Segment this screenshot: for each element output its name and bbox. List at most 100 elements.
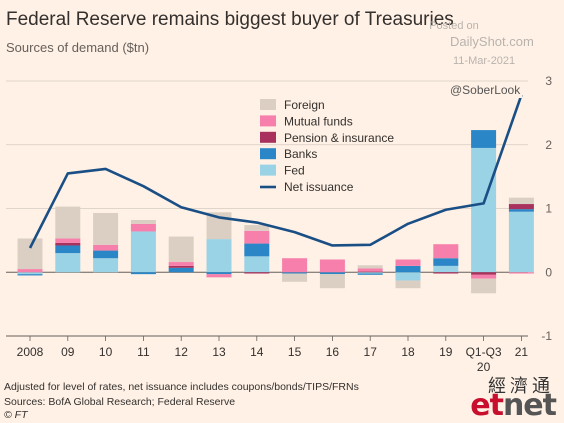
bar-segment-mutual_funds <box>130 223 156 232</box>
bar-segment-foreign <box>130 219 156 224</box>
y-tick-label: 0 <box>545 265 552 279</box>
y-tick-label: 3 <box>545 74 552 88</box>
bar-segment-pension_insurance <box>508 204 534 210</box>
bar-segment-mutual_funds <box>93 244 119 251</box>
chart-title: Federal Reserve remains biggest buyer of… <box>6 9 454 30</box>
x-tick-label: 09 <box>61 345 75 359</box>
x-tick-label: 10 <box>99 345 113 359</box>
bar-segment-fed <box>17 272 43 275</box>
x-tick-label: 16 <box>326 345 340 359</box>
x-tick-label: 15 <box>288 345 302 359</box>
line-layer <box>28 94 523 249</box>
bar-segment-banks <box>508 209 534 212</box>
x-tick-label: 14 <box>250 345 264 359</box>
bar-segment-mutual_funds <box>319 259 345 273</box>
x-tick-label: 17 <box>364 345 378 359</box>
bar-segment-mutual_funds <box>244 230 270 244</box>
x-tick-label: Q1-Q3 <box>466 345 502 359</box>
bar-segment-mutual_funds <box>357 268 383 272</box>
x-tick-label: 21 <box>515 345 529 359</box>
copyright: © FT <box>4 409 28 421</box>
bar-segment-pension_insurance <box>55 242 81 246</box>
bar-segment-foreign <box>282 273 308 282</box>
bar-segment-foreign <box>168 236 194 263</box>
legend-label-foreign: Foreign <box>284 98 325 112</box>
x-tick-label: 19 <box>439 345 453 359</box>
bar-segment-foreign <box>508 197 534 205</box>
legend-label-pension_insurance: Pension & insurance <box>284 131 394 145</box>
y-tick-label: 1 <box>545 202 552 216</box>
bar-segment-foreign <box>93 212 119 245</box>
bar-segment-banks <box>319 272 345 275</box>
legend-swatch-fed <box>260 164 276 176</box>
x-tick-label: 11 <box>137 345 150 359</box>
x-tick-label: 18 <box>401 345 415 359</box>
bar-segment-pension_insurance <box>433 272 459 274</box>
watermark-site: DailyShot.com <box>450 34 534 49</box>
bar-segment-banks <box>357 273 383 275</box>
bar-layer <box>17 130 534 294</box>
legend-swatch-mutual_funds <box>260 115 276 127</box>
watermark-date: 11-Mar-2021 <box>453 55 516 67</box>
bar-segment-fed <box>55 253 81 273</box>
x-tick-sublabel: 20 <box>477 360 491 374</box>
legend-label-fed: Fed <box>284 164 305 178</box>
bar-segment-foreign <box>55 206 81 239</box>
bar-segment-foreign <box>395 280 421 289</box>
bar-segment-mutual_funds <box>395 259 421 266</box>
bar-segment-banks <box>168 267 194 273</box>
x-tick-label: 13 <box>212 345 226 359</box>
bar-segment-banks <box>471 130 497 148</box>
footnote: Adjusted for level of rates, net issuanc… <box>4 381 359 393</box>
net-issuance-line <box>28 94 523 249</box>
legend-label-mutual_funds: Mutual funds <box>284 114 353 128</box>
logo-wordmark: etnet <box>470 388 557 423</box>
bar-segment-foreign <box>471 278 497 294</box>
y-tick-label: -1 <box>541 329 552 343</box>
bar-segment-banks <box>93 250 119 259</box>
legend-label-net_issuance: Net issuance <box>284 180 354 194</box>
bar-segment-pension_insurance <box>471 272 497 275</box>
bar-segment-banks <box>206 272 232 275</box>
bar-segment-banks <box>395 265 421 273</box>
logo-net: net <box>502 388 557 423</box>
watermark-handle: @SoberLook <box>448 82 523 98</box>
bar-segment-mutual_funds <box>508 272 534 274</box>
bar-segment-fed <box>471 147 497 273</box>
y-tick-label: 2 <box>545 138 552 152</box>
bar-segment-foreign <box>17 238 43 270</box>
bar-segment-pension_insurance <box>168 265 194 268</box>
logo-chinese-text: 經濟通 <box>488 376 554 397</box>
legend-swatch-foreign <box>260 99 276 110</box>
legend-label-banks: Banks <box>284 147 317 161</box>
bar-segment-mutual_funds <box>55 238 81 243</box>
bar-segment-mutual_funds <box>471 274 497 279</box>
bar-segment-fed <box>206 239 232 273</box>
bar-segment-banks <box>244 243 270 257</box>
sources-note: Sources: BofA Global Research; Federal R… <box>4 396 236 408</box>
logo-et: et <box>470 388 504 423</box>
x-tick-label: 12 <box>175 345 189 359</box>
bar-segment-fed <box>508 211 534 273</box>
bar-segment-mutual_funds <box>206 274 232 278</box>
bar-segment-pension_insurance <box>357 271 383 273</box>
bar-segment-foreign <box>319 274 345 289</box>
bar-segment-banks <box>130 272 156 275</box>
legend-swatch-pension_insurance <box>260 131 276 143</box>
bar-segment-mutual_funds <box>168 262 194 266</box>
bar-segment-banks <box>55 245 81 254</box>
bar-segment-mutual_funds <box>17 269 43 273</box>
bar-segment-fed <box>130 231 156 273</box>
bar-segment-banks <box>433 258 459 266</box>
legend-layer: Foreign Mutual funds Pension & insurance Ba… <box>260 98 394 194</box>
etnet-logo: 經濟通 etnet <box>470 372 560 423</box>
bar-segment-banks <box>282 272 308 274</box>
bar-segment-foreign <box>357 265 383 269</box>
bar-segment-fed <box>93 258 119 273</box>
bar-segment-fed <box>244 256 270 273</box>
bar-segment-mutual_funds <box>433 244 459 259</box>
x-tick-label: 2008 <box>17 345 44 359</box>
bar-segment-mutual_funds <box>282 258 308 273</box>
